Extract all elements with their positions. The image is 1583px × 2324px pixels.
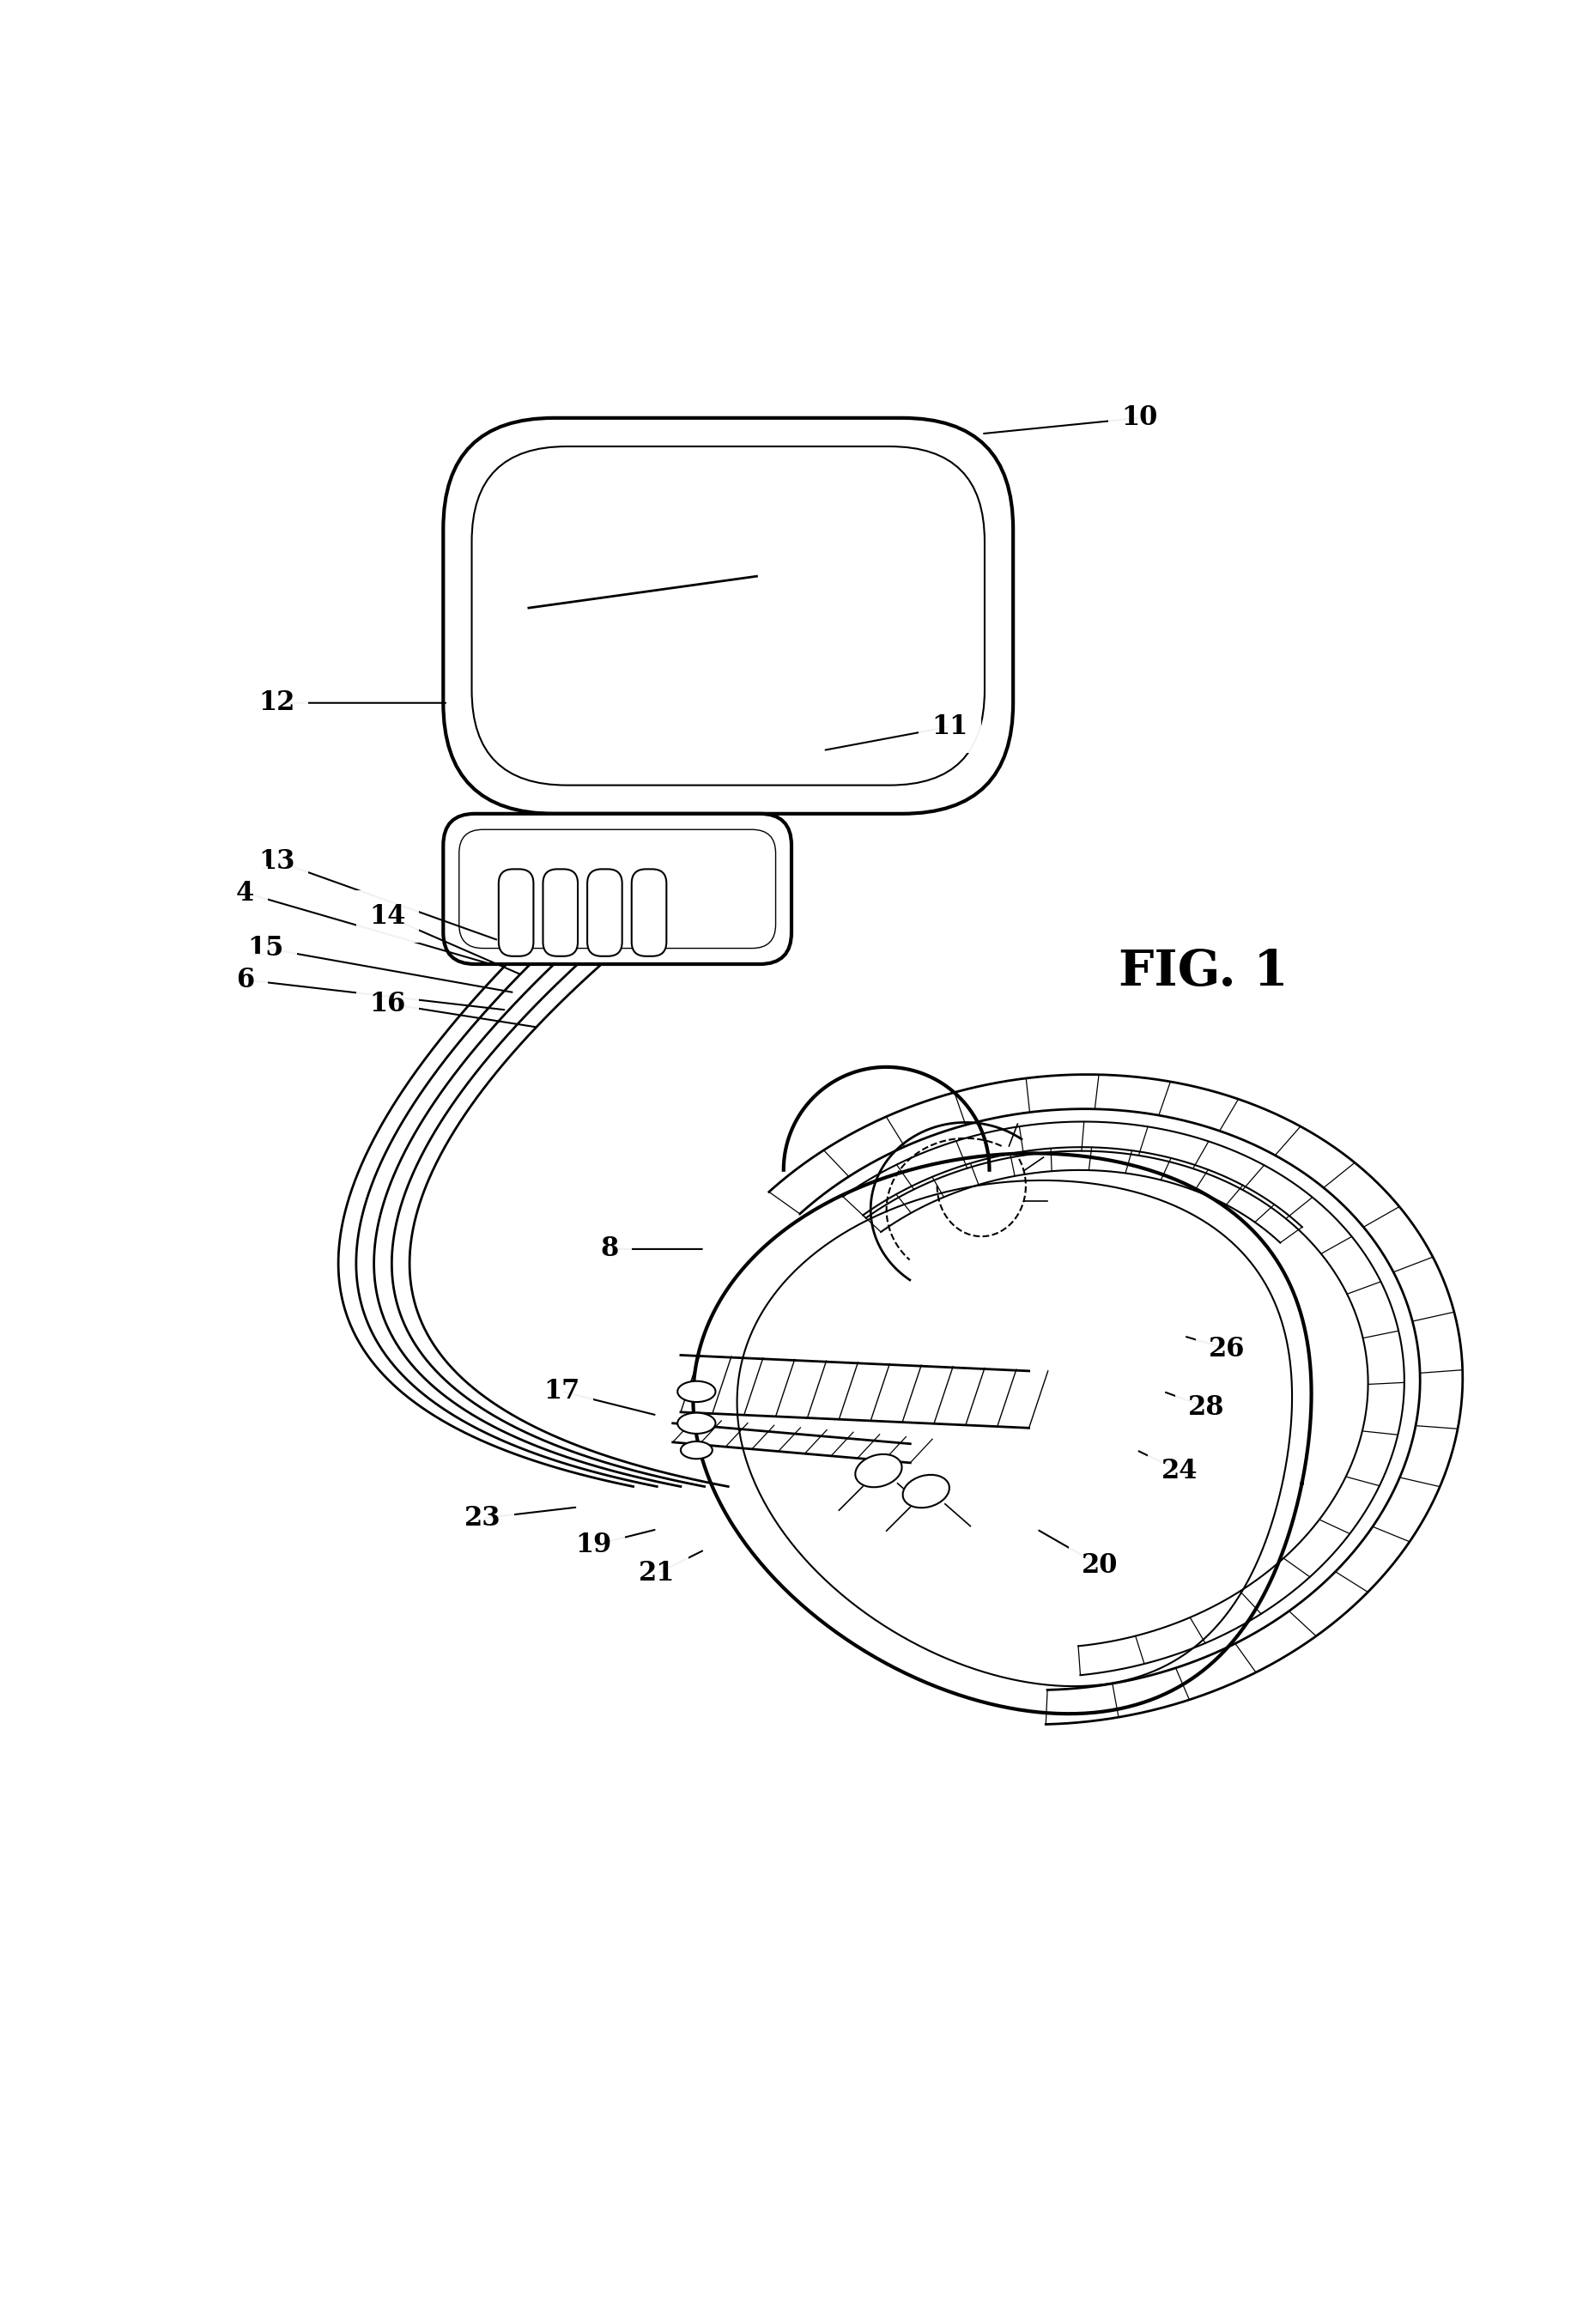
- Text: 13: 13: [258, 848, 296, 874]
- Ellipse shape: [681, 1441, 712, 1459]
- Text: 4: 4: [236, 878, 255, 906]
- Text: 10: 10: [1122, 404, 1157, 432]
- Text: 21: 21: [640, 1559, 674, 1587]
- FancyBboxPatch shape: [459, 830, 776, 948]
- FancyBboxPatch shape: [543, 869, 578, 955]
- Text: 11: 11: [932, 713, 967, 739]
- Text: 26: 26: [1209, 1336, 1244, 1362]
- Ellipse shape: [855, 1455, 902, 1487]
- FancyBboxPatch shape: [587, 869, 622, 955]
- Ellipse shape: [678, 1380, 716, 1401]
- FancyBboxPatch shape: [632, 869, 666, 955]
- Text: 17: 17: [545, 1378, 579, 1404]
- Text: 14: 14: [370, 904, 405, 930]
- Text: 24: 24: [1160, 1457, 1198, 1485]
- Text: 20: 20: [1083, 1552, 1118, 1578]
- Text: 15: 15: [249, 934, 283, 962]
- Text: 28: 28: [1187, 1394, 1225, 1420]
- Ellipse shape: [902, 1476, 950, 1508]
- FancyBboxPatch shape: [499, 869, 533, 955]
- FancyBboxPatch shape: [443, 813, 792, 964]
- Text: 16: 16: [370, 990, 405, 1018]
- FancyBboxPatch shape: [472, 446, 985, 786]
- Text: 6: 6: [236, 967, 255, 992]
- Text: 19: 19: [576, 1532, 611, 1559]
- Text: 12: 12: [260, 690, 294, 716]
- FancyBboxPatch shape: [443, 418, 1013, 813]
- Text: 8: 8: [600, 1236, 619, 1262]
- Ellipse shape: [678, 1413, 716, 1434]
- Text: 23: 23: [464, 1506, 502, 1532]
- Text: FIG. 1: FIG. 1: [1118, 948, 1289, 997]
